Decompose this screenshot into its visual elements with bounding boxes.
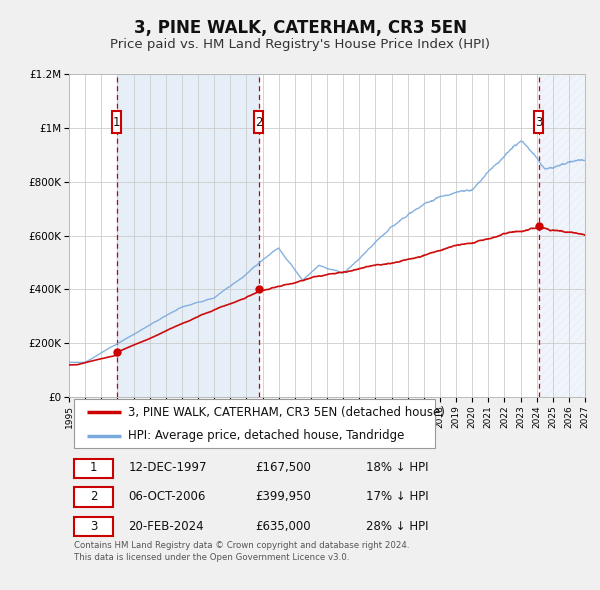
FancyBboxPatch shape [74, 458, 113, 478]
Text: 18% ↓ HPI: 18% ↓ HPI [366, 461, 428, 474]
Text: £635,000: £635,000 [255, 520, 310, 533]
FancyBboxPatch shape [74, 517, 113, 536]
Text: 28% ↓ HPI: 28% ↓ HPI [366, 520, 428, 533]
Text: 06-OCT-2006: 06-OCT-2006 [128, 490, 206, 503]
Text: £167,500: £167,500 [255, 461, 311, 474]
Text: 2: 2 [255, 116, 262, 129]
FancyBboxPatch shape [74, 487, 113, 507]
Bar [116, 74, 259, 397]
FancyBboxPatch shape [534, 112, 543, 133]
FancyBboxPatch shape [254, 112, 263, 133]
Text: 3: 3 [535, 116, 542, 129]
Text: 3: 3 [90, 520, 97, 533]
FancyBboxPatch shape [74, 399, 436, 448]
FancyBboxPatch shape [112, 112, 121, 133]
Text: 1: 1 [90, 461, 98, 474]
Bar [539, 74, 585, 397]
Text: HPI: Average price, detached house, Tandridge: HPI: Average price, detached house, Tand… [128, 430, 405, 442]
Text: 17% ↓ HPI: 17% ↓ HPI [366, 490, 428, 503]
Text: 1: 1 [113, 116, 121, 129]
Text: 2: 2 [90, 490, 98, 503]
Text: Contains HM Land Registry data © Crown copyright and database right 2024.
This d: Contains HM Land Registry data © Crown c… [74, 541, 410, 562]
Text: Price paid vs. HM Land Registry's House Price Index (HPI): Price paid vs. HM Land Registry's House … [110, 38, 490, 51]
Text: £399,950: £399,950 [255, 490, 311, 503]
Text: 12-DEC-1997: 12-DEC-1997 [128, 461, 207, 474]
Text: 3, PINE WALK, CATERHAM, CR3 5EN: 3, PINE WALK, CATERHAM, CR3 5EN [133, 19, 467, 37]
Text: 3, PINE WALK, CATERHAM, CR3 5EN (detached house): 3, PINE WALK, CATERHAM, CR3 5EN (detache… [128, 405, 445, 418]
Text: 20-FEB-2024: 20-FEB-2024 [128, 520, 204, 533]
